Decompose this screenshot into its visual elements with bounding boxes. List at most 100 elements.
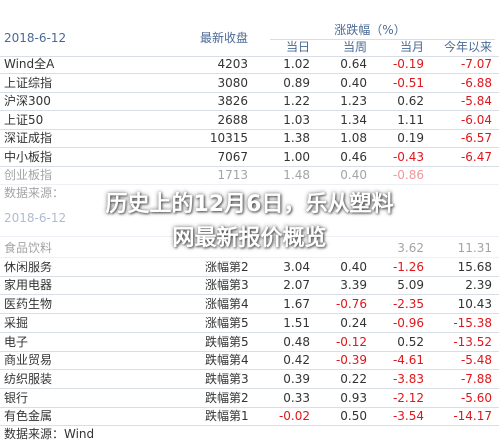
row-name: 银行 <box>4 390 29 405</box>
column-header: 涨跌幅（%） <box>334 23 406 37</box>
cell: -7.07 <box>460 57 492 71</box>
row-name: Wind全A <box>4 57 55 71</box>
cell: 1.34 <box>340 112 367 127</box>
cell: -3.83 <box>392 371 424 386</box>
cell: -7.88 <box>460 371 492 386</box>
cell: -15.38 <box>453 315 492 330</box>
cell: 2.39 <box>465 278 492 293</box>
cell: 0.40 <box>340 259 367 274</box>
cell: -4.61 <box>392 353 424 368</box>
source: 数据来源：Wind <box>4 427 95 441</box>
cell: -5.84 <box>460 94 492 108</box>
cell: 1.22 <box>283 94 310 108</box>
cell: 7067 <box>217 149 248 164</box>
cell: 1.38 <box>283 131 310 145</box>
row-name: 家用电器 <box>4 278 53 293</box>
rule <box>0 91 499 93</box>
cell: 0.22 <box>340 371 367 386</box>
cell: -0.43 <box>392 149 424 164</box>
cell: -5.60 <box>460 390 492 405</box>
cell: -1.26 <box>392 259 424 274</box>
cell: 1.11 <box>397 112 424 127</box>
title-overlay: 历史上的12月6日，乐从塑料 网最新报价概览 <box>0 168 499 262</box>
row-name: 上证综指 <box>4 75 53 90</box>
cell: -0.39 <box>335 353 367 368</box>
cell: 1.03 <box>283 112 310 127</box>
cell: -0.96 <box>392 315 424 330</box>
cell: 1.23 <box>340 94 367 108</box>
column-header: 当月 <box>399 40 424 54</box>
rule <box>0 56 499 57</box>
rule <box>0 369 499 371</box>
row-name: 纺织服装 <box>4 371 53 386</box>
cell: 0.46 <box>340 149 367 164</box>
rank: 涨幅第3 <box>205 278 249 293</box>
cell: 1.02 <box>283 57 310 71</box>
cell: 1.67 <box>283 297 310 312</box>
rule <box>0 147 499 148</box>
cell: -0.51 <box>392 75 424 90</box>
rank: 涨幅第2 <box>205 259 249 274</box>
cell: 0.42 <box>283 353 310 368</box>
cell: 0.93 <box>340 390 367 405</box>
cell: -3.54 <box>392 409 424 424</box>
cell: -0.19 <box>392 57 424 71</box>
rank: 涨幅第4 <box>205 297 249 312</box>
cell: 0.64 <box>340 57 367 71</box>
cell: 3.04 <box>283 259 310 274</box>
cell: 0.33 <box>283 390 310 405</box>
cell: 0.24 <box>340 315 367 330</box>
rule <box>0 110 499 111</box>
cell: -5.48 <box>460 353 492 368</box>
cell: 4203 <box>217 57 248 71</box>
cell: 0.89 <box>283 75 310 90</box>
row-name: 休闲服务 <box>4 259 53 274</box>
rule <box>0 387 499 389</box>
rule <box>0 275 499 277</box>
rank: 跌幅第4 <box>205 353 249 368</box>
cell: -2.12 <box>392 390 424 405</box>
rule <box>0 331 499 333</box>
cell: -0.02 <box>278 409 310 424</box>
cell: 0.62 <box>397 94 424 108</box>
overlay-title: 历史上的12月6日，乐从塑料 <box>105 192 394 217</box>
date-header: 2018-6-12 <box>4 31 67 45</box>
cell: 0.19 <box>397 131 424 145</box>
cell: 0.52 <box>397 334 424 349</box>
cell: -6.47 <box>460 149 492 164</box>
rank: 跌幅第5 <box>205 334 249 349</box>
cell: 3.39 <box>340 278 367 293</box>
rule <box>270 39 495 40</box>
cell: -0.76 <box>335 297 367 312</box>
cell: -0.12 <box>335 334 367 349</box>
cell: 10.43 <box>457 297 492 312</box>
row-name: 电子 <box>4 334 29 349</box>
rule <box>0 128 499 130</box>
rule <box>0 425 499 427</box>
cell: -6.88 <box>460 75 492 90</box>
cell: 0.48 <box>283 334 310 349</box>
row-name: 中小板指 <box>4 149 53 164</box>
rank: 跌幅第1 <box>205 409 249 424</box>
row-name: 采掘 <box>4 315 29 330</box>
cell: 0.39 <box>283 371 310 386</box>
rule <box>0 406 499 408</box>
cell: 1.00 <box>283 149 310 164</box>
rule <box>0 165 499 167</box>
cell: 1.08 <box>340 131 367 145</box>
row-name: 沪深300 <box>4 94 51 108</box>
rule <box>0 73 499 74</box>
row-name: 上证50 <box>4 112 44 127</box>
column-header: 今年以来 <box>443 40 492 54</box>
row-name: 有色金属 <box>4 409 53 424</box>
cell: 3826 <box>217 94 248 108</box>
cell: 0.50 <box>340 409 367 424</box>
rank: 跌幅第3 <box>205 371 249 386</box>
cell: 5.09 <box>397 278 424 293</box>
row-name: 商业贸易 <box>4 353 53 368</box>
cell: 3080 <box>217 75 248 90</box>
overlay-title: 网最新报价概览 <box>172 226 327 251</box>
column-header: 当日 <box>285 40 310 54</box>
column-header: 最新收盘 <box>199 31 248 45</box>
